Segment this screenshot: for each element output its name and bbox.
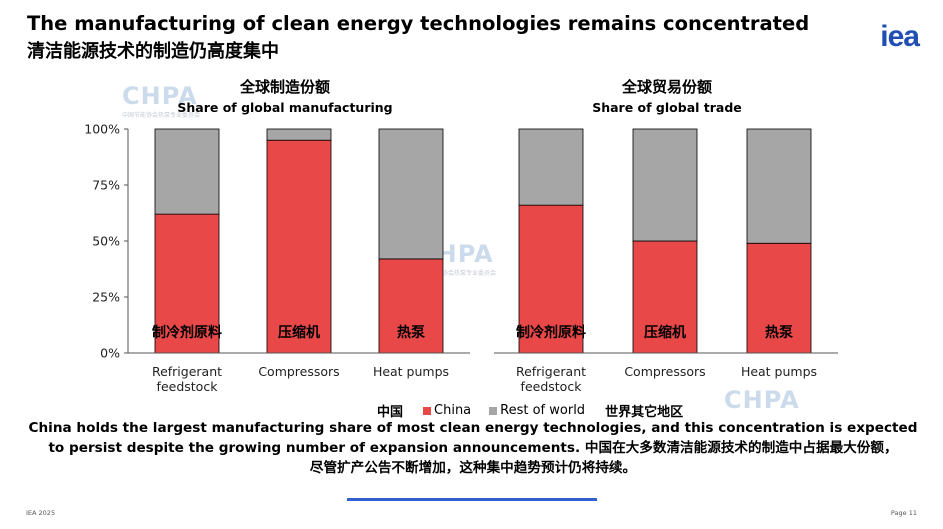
bar-rest [746,128,812,244]
y-tick-label: 0% [100,346,120,361]
bar-rest [378,128,444,260]
x-tick-label: feedstock [157,379,219,394]
chart-title-zh: 全球制造份额 [239,78,330,96]
x-tick-label: Compressors [258,364,339,379]
iea-logo: iea [880,20,920,53]
x-tick-label: feedstock [521,379,583,394]
accent-bar [347,498,597,501]
x-tick-label: Heat pumps [741,364,817,379]
y-tick-label: 25% [92,290,120,305]
page-number: Page 11 [890,509,917,517]
bar-rest [154,128,220,215]
footer-source: IEA 2025 [26,509,56,517]
bar-label-zh: 压缩机 [644,324,686,341]
page-title-chinese: 清洁能源技术的制造仍高度集中 [27,41,279,62]
legend-rest-zh: 世界其它地区 [605,405,684,420]
caption: China holds the largest manufacturing sh… [28,420,918,476]
y-tick-label: 100% [84,122,120,137]
y-tick-label: 50% [92,234,120,249]
bar-china [266,139,332,354]
legend-rest: Rest of world [500,403,586,418]
chpa-watermark: CHPA 中国节能协会热泵专业委员会 [122,82,201,119]
x-tick-label: Heat pumps [373,364,449,379]
page-title: The manufacturing of clean energy techno… [27,12,810,35]
bar-label-zh: 热泵 [765,324,793,341]
bar-rest [266,128,332,141]
chpa-watermark: CHPA [724,386,800,414]
chart-title-zh: 全球贸易份额 [621,78,712,96]
legend-china-zh: 中国 [377,405,404,420]
bar-china [378,258,444,354]
chart-title: Share of global trade [592,100,742,115]
bar-label-zh: 制冷剂原料 [152,324,222,341]
bar-label-zh: 热泵 [397,324,425,341]
legend: 中国 China Rest of world 世界其它地区 [377,401,683,420]
bar-china [632,240,698,354]
legend-swatch-china [423,406,432,415]
bar-china [154,213,220,354]
bar-label-zh: 压缩机 [278,324,320,341]
x-tick-label: Compressors [624,364,705,379]
x-tick-label: Refrigerant [152,364,222,379]
x-tick-label: Refrigerant [516,364,586,379]
legend-swatch-rest [489,406,498,415]
chart-title: Share of global manufacturing [177,100,392,115]
y-tick-label: 75% [92,178,120,193]
bar-rest [518,128,584,206]
bar-rest [632,128,698,242]
bar-label-zh: 制冷剂原料 [516,324,586,341]
legend-china: China [434,403,472,418]
